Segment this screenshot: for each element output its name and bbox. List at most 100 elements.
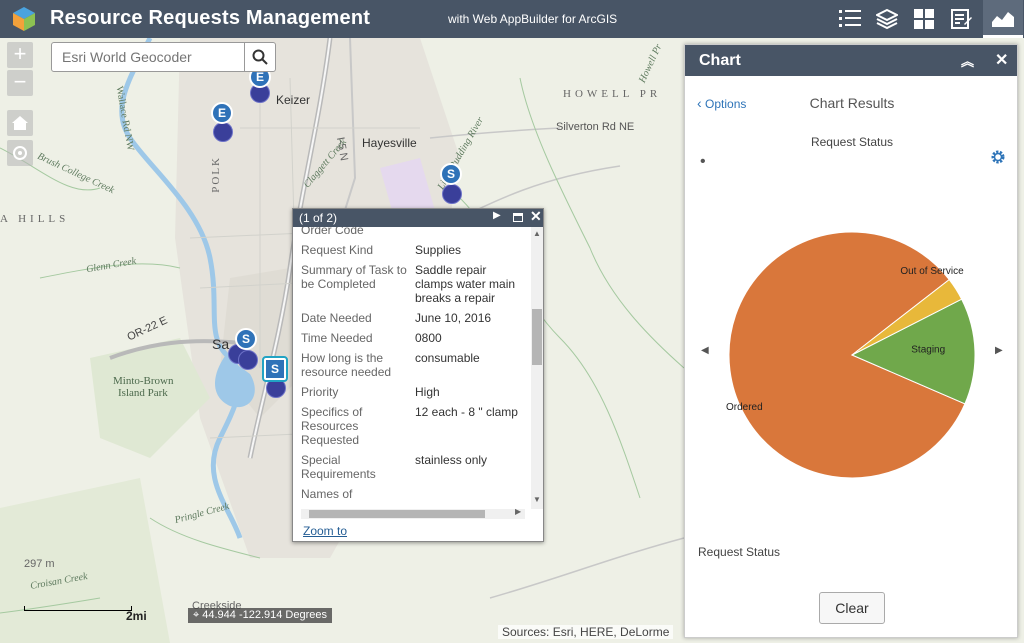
gear-icon[interactable] bbox=[990, 149, 1006, 165]
map-label-polk: POLK bbox=[210, 156, 222, 193]
popup-field-row: Special Requirements stainless only bbox=[301, 453, 523, 481]
pie-slice-out-of-service[interactable] bbox=[851, 278, 963, 356]
chart-widget-button[interactable] bbox=[983, 0, 1023, 38]
map-marker-e[interactable]: E bbox=[211, 102, 233, 124]
popup-field-label: Summary of Task to be Completed bbox=[301, 263, 407, 291]
coordinates-readout: ⌖ 44.944 -122.914 Degrees bbox=[188, 608, 333, 623]
pie-chart: Ordered Staging Out of Service bbox=[726, 231, 976, 479]
chart-panel: Chart ︽ ✕ ‹ Options Chart Results Reques… bbox=[684, 44, 1018, 638]
request-point[interactable] bbox=[266, 378, 286, 398]
app-title: Resource Requests Management bbox=[50, 7, 371, 29]
pie-slice-staging[interactable] bbox=[850, 298, 976, 405]
pie-label-staging: Staging bbox=[911, 345, 945, 356]
pie-label-ordered: Ordered bbox=[726, 402, 763, 413]
grid-icon bbox=[914, 9, 934, 29]
scale-bar bbox=[24, 606, 132, 611]
info-popup: (1 of 2) ▶ ✕ Order Code Request Kind Suppl… bbox=[292, 208, 544, 542]
popup-content: Order Code Request Kind Supplies Summary of… bbox=[293, 227, 531, 509]
map-label-hayesville: Hayesville bbox=[362, 136, 417, 150]
popup-field-row: How long is the resource needed consumabl… bbox=[301, 351, 523, 379]
zoom-out-button[interactable]: − bbox=[7, 70, 33, 96]
popup-field-value: Supplies bbox=[415, 243, 462, 257]
popup-field-row: Names of bbox=[301, 487, 523, 501]
popup-field-row: Date Needed June 10, 2016 bbox=[301, 311, 523, 325]
popup-field-label: Priority bbox=[301, 385, 339, 399]
clear-button[interactable]: Clear bbox=[819, 592, 885, 624]
request-point[interactable] bbox=[442, 184, 462, 204]
previous-chart-arrow[interactable]: ◀ bbox=[701, 345, 709, 356]
options-link[interactable]: ‹ Options bbox=[697, 95, 747, 111]
maximize-icon[interactable] bbox=[513, 213, 523, 222]
map-marker-s-selected[interactable]: S bbox=[262, 356, 288, 382]
map-label-hills: A HILLS bbox=[0, 213, 70, 225]
next-chart-arrow[interactable]: ▶ bbox=[995, 345, 1003, 356]
list-widget-button[interactable] bbox=[832, 0, 868, 38]
popup-field-row: Priority High bbox=[301, 385, 523, 399]
locate-button[interactable] bbox=[7, 140, 33, 166]
popup-title: (1 of 2) bbox=[299, 211, 338, 225]
pagination-dot[interactable]: • bbox=[700, 153, 706, 170]
app-header: Resource Requests Management with Web Ap… bbox=[0, 0, 1024, 38]
layers-widget-button[interactable] bbox=[869, 0, 905, 38]
basemap-widget-button[interactable] bbox=[906, 0, 942, 38]
map-label-silverton-road: Silverton Rd NE bbox=[556, 121, 635, 133]
popup-field-value: June 10, 2016 bbox=[415, 311, 492, 325]
chart-panel-header: Chart ︽ ✕ bbox=[685, 45, 1017, 76]
popup-field-row: Specifics of Resources Requested 12 each … bbox=[301, 405, 523, 447]
scale-bar-label: 2mi bbox=[126, 609, 147, 623]
popup-vertical-scrollbar[interactable]: ▲ ▼ bbox=[531, 227, 543, 509]
popup-horizontal-scrollbar[interactable]: ▶ bbox=[301, 507, 525, 519]
app-subtitle: with Web AppBuilder for ArcGIS bbox=[448, 12, 618, 26]
map-label-island-park: Island Park bbox=[118, 387, 168, 399]
popup-field-value: 12 each - 8 " clamp bbox=[415, 405, 518, 419]
popup-field-value: High bbox=[415, 385, 440, 399]
chart-icon bbox=[992, 11, 1014, 27]
zoom-to-link[interactable]: Zoom to bbox=[303, 524, 348, 538]
search-input[interactable] bbox=[51, 42, 245, 72]
popup-field-label: Request Kind bbox=[301, 243, 374, 257]
chart-panel-title: Chart bbox=[699, 52, 741, 69]
list-icon bbox=[839, 10, 861, 27]
popup-field-label: Date Needed bbox=[301, 311, 372, 325]
map-label-minto-brown: Minto-Brown bbox=[113, 375, 174, 387]
popup-field-label: How long is the resource needed bbox=[301, 351, 392, 379]
popup-field-label: Specifics of Resources Requested bbox=[301, 405, 363, 447]
popup-field-value: Saddle repair clamps water main breaks a… bbox=[415, 263, 516, 305]
popup-field-row: Summary of Task to be Completed Saddle re… bbox=[301, 263, 523, 305]
zoom-in-button[interactable]: + bbox=[7, 42, 33, 68]
popup-field-value: 0800 bbox=[415, 331, 442, 345]
close-icon[interactable]: ✕ bbox=[530, 208, 542, 224]
locate-icon bbox=[13, 146, 27, 160]
popup-header: (1 of 2) ▶ ✕ bbox=[293, 208, 543, 227]
edit-widget-button[interactable] bbox=[943, 0, 979, 38]
map-label-keizer: Keizer bbox=[276, 93, 311, 107]
map-label-salem: Sa bbox=[212, 336, 230, 352]
next-feature-icon[interactable]: ▶ bbox=[493, 210, 501, 221]
close-panel-icon[interactable]: ✕ bbox=[995, 52, 1009, 69]
app-logo-icon bbox=[13, 7, 35, 31]
layers-icon bbox=[876, 8, 898, 30]
request-status-label: Request Status bbox=[698, 545, 781, 559]
map-marker-s[interactable]: S bbox=[235, 328, 257, 350]
search-button[interactable] bbox=[244, 42, 276, 72]
popup-field-label: Time Needed bbox=[301, 331, 373, 345]
popup-field-label: Special Requirements bbox=[301, 453, 376, 481]
request-point[interactable] bbox=[213, 122, 233, 142]
map-label-howell-prairie: HOWELL PR bbox=[563, 88, 662, 100]
collapse-icon[interactable]: ︽ bbox=[961, 54, 975, 69]
pie-slice-ordered[interactable] bbox=[728, 231, 966, 479]
request-point[interactable] bbox=[238, 350, 258, 370]
map-marker-s[interactable]: S bbox=[440, 163, 462, 185]
edit-icon bbox=[951, 9, 972, 29]
chevron-left-icon: ‹ bbox=[697, 95, 702, 111]
search-icon bbox=[252, 49, 268, 65]
home-button[interactable] bbox=[7, 110, 33, 136]
popup-field-row: Time Needed 0800 bbox=[301, 331, 523, 345]
pie-label-out-of-service: Out of Service bbox=[900, 266, 964, 277]
popup-field-row: Order Code bbox=[301, 227, 523, 237]
chart-results-title: Chart Results bbox=[809, 95, 895, 111]
chart-title: Request Status bbox=[810, 135, 894, 149]
map-label-elevation: 297 m bbox=[24, 558, 55, 570]
map-attribution: Sources: Esri, HERE, DeLorme bbox=[498, 625, 674, 639]
popup-field-value: consumable bbox=[415, 351, 480, 365]
